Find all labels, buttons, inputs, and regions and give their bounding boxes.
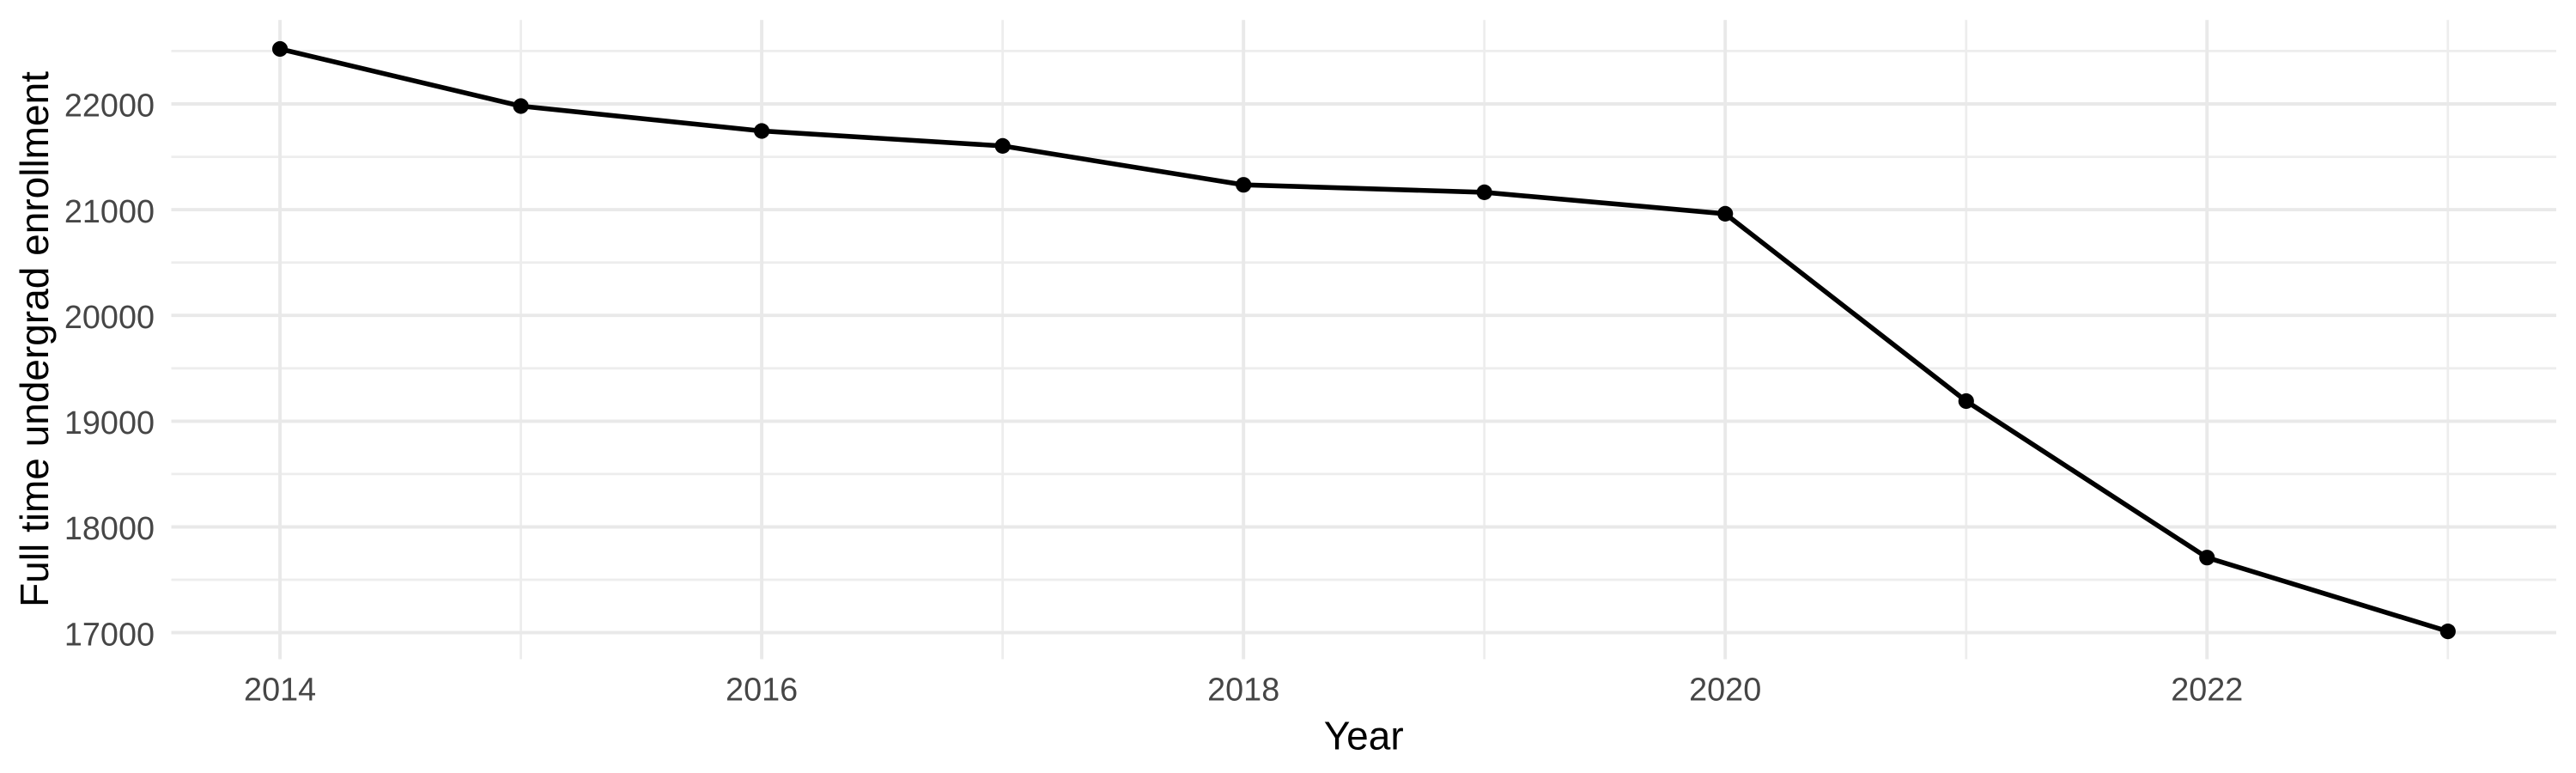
svg-text:2018: 2018 bbox=[1207, 672, 1279, 708]
svg-text:2014: 2014 bbox=[244, 672, 316, 708]
svg-text:20000: 20000 bbox=[64, 300, 155, 336]
svg-text:Year: Year bbox=[1324, 714, 1404, 758]
svg-text:18000: 18000 bbox=[64, 511, 155, 547]
svg-text:22000: 22000 bbox=[64, 88, 155, 125]
svg-text:2022: 2022 bbox=[2171, 672, 2243, 708]
svg-text:2016: 2016 bbox=[726, 672, 798, 708]
svg-text:2020: 2020 bbox=[1689, 672, 1761, 708]
svg-text:Full time undergrad enrollment: Full time undergrad enrollment bbox=[12, 71, 57, 607]
svg-text:19000: 19000 bbox=[64, 405, 155, 441]
svg-text:21000: 21000 bbox=[64, 194, 155, 230]
svg-text:17000: 17000 bbox=[64, 617, 155, 653]
